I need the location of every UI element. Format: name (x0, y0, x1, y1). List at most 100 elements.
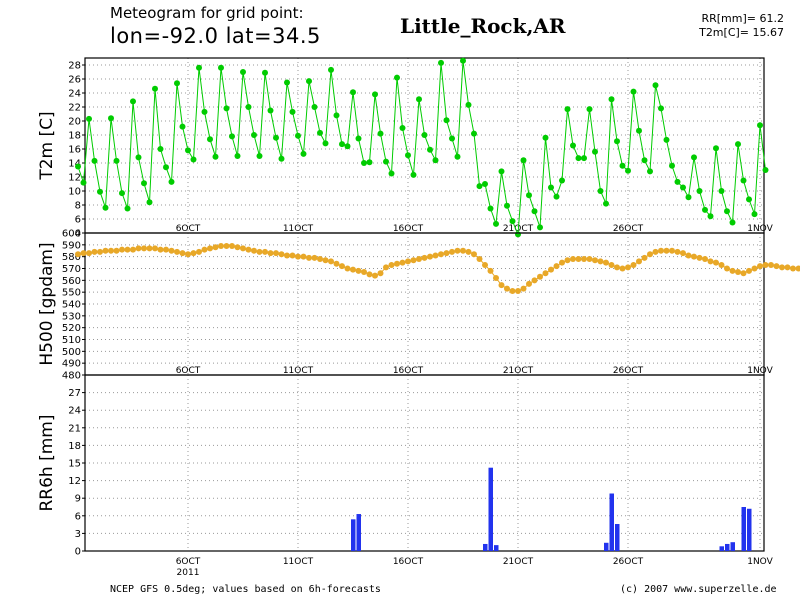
t2m-point (306, 78, 312, 85)
t2m-point (652, 82, 659, 89)
t2m-point (405, 152, 411, 159)
t2m-point (603, 200, 609, 207)
x-tick-label: 21OCT (503, 366, 534, 376)
h500-point (245, 246, 252, 253)
h500-point (779, 264, 785, 271)
rr-bar (730, 542, 735, 551)
h500-point (218, 243, 224, 250)
rr-bar (747, 508, 752, 551)
y-tick-label: 21 (68, 423, 81, 434)
t2m-point (619, 162, 626, 169)
h500-point (86, 250, 92, 257)
h500-point (784, 264, 791, 271)
h500-point (174, 248, 180, 255)
t2m-point (586, 106, 593, 113)
h500-point (768, 261, 774, 268)
h500-point (416, 256, 422, 263)
t2m-point (289, 108, 296, 115)
t2m-point (311, 104, 318, 110)
h500-point (190, 250, 197, 257)
h500-point (91, 248, 98, 255)
h500-point (592, 257, 598, 264)
location-name: Little_Rock,AR (400, 14, 566, 38)
t2m-point (674, 178, 681, 185)
h500-point (300, 253, 307, 260)
h500-point (273, 250, 279, 257)
h500-point (465, 248, 472, 255)
h500-point (674, 248, 681, 255)
t2m-point (366, 159, 373, 166)
title-line-2: lon=-92.0 lat=34.5 (110, 24, 321, 48)
t2m-point (498, 168, 505, 175)
h500-point (526, 280, 532, 287)
t2m-point (229, 133, 235, 140)
t2m-point (80, 179, 87, 186)
h500-point (372, 272, 378, 279)
h500-point (476, 256, 483, 263)
h500-point (168, 247, 175, 254)
t2m-point (553, 193, 560, 200)
t2m-point (97, 188, 103, 195)
t2m-point (273, 134, 279, 141)
h500-point (581, 256, 587, 263)
t2m-point (636, 127, 642, 134)
h500-point (443, 250, 450, 257)
x-tick-label: 11OCT (283, 224, 314, 234)
title-line-1: Meteogram for grid point: (110, 4, 304, 22)
x-tick-label: 16OCT (393, 557, 424, 567)
t2m-point (300, 150, 307, 157)
t2m-point (515, 231, 521, 238)
y-tick-label: 24 (68, 406, 81, 417)
y-tick-label: 490 (62, 359, 81, 370)
h500-point (702, 256, 708, 263)
t2m-point (75, 163, 81, 170)
h500-point (427, 253, 433, 260)
t2m-point (691, 154, 697, 161)
y-tick-label: 600 (62, 229, 81, 240)
h500-point (234, 244, 241, 251)
x-tick-label: 21OCT (503, 557, 534, 567)
h500-point (762, 261, 769, 268)
h500-point (652, 248, 659, 255)
h500-point (306, 254, 312, 261)
h500-point (361, 269, 367, 276)
h500-point (658, 247, 664, 254)
t2m-point (146, 199, 153, 206)
t2m-point (157, 146, 164, 152)
h500-point (586, 256, 593, 263)
t2m-point (663, 136, 670, 143)
y-tick-label: 590 (62, 240, 81, 251)
t2m-point (592, 148, 598, 155)
y-tick-label: 27 (68, 388, 81, 399)
h500-point (311, 254, 318, 261)
h500-point (548, 266, 554, 273)
t2m-point (383, 158, 389, 165)
h500-point (630, 261, 637, 268)
t2m-point (443, 117, 450, 124)
h500-point (157, 246, 164, 253)
x-tick-label: 11OCT (283, 366, 314, 376)
t2m-point (339, 141, 345, 148)
t2m-point (740, 177, 747, 184)
y-tick-label: 520 (62, 323, 81, 334)
h500-point (647, 251, 653, 258)
t2m-point (504, 202, 510, 209)
t2m-point (295, 132, 301, 139)
t2m-point (537, 224, 543, 231)
y-axis-label: RR6h [mm] (37, 414, 57, 511)
h500-point (625, 264, 631, 271)
h500-point (724, 265, 730, 272)
y-tick-label: 16 (68, 145, 81, 156)
t2m-point (559, 177, 565, 184)
t2m-point (355, 135, 362, 142)
y-tick-label: 3 (75, 529, 81, 540)
t2m-point (344, 143, 351, 150)
y-tick-label: 9 (75, 494, 81, 505)
y-tick-label: 8 (75, 201, 81, 212)
h500-point (663, 247, 670, 254)
h500-point (421, 254, 428, 261)
h500-point (196, 248, 202, 255)
h500-point (619, 265, 626, 272)
h500-point (212, 244, 219, 251)
h500-point (146, 245, 153, 252)
